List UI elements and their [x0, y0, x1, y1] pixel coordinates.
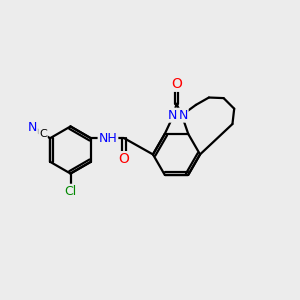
Text: O: O: [171, 77, 182, 91]
Text: C: C: [39, 129, 47, 139]
Text: N: N: [178, 109, 188, 122]
Text: N: N: [168, 109, 177, 122]
Text: O: O: [119, 152, 130, 166]
Text: NH: NH: [99, 132, 117, 145]
Text: Cl: Cl: [64, 185, 76, 198]
Text: N: N: [28, 122, 37, 134]
